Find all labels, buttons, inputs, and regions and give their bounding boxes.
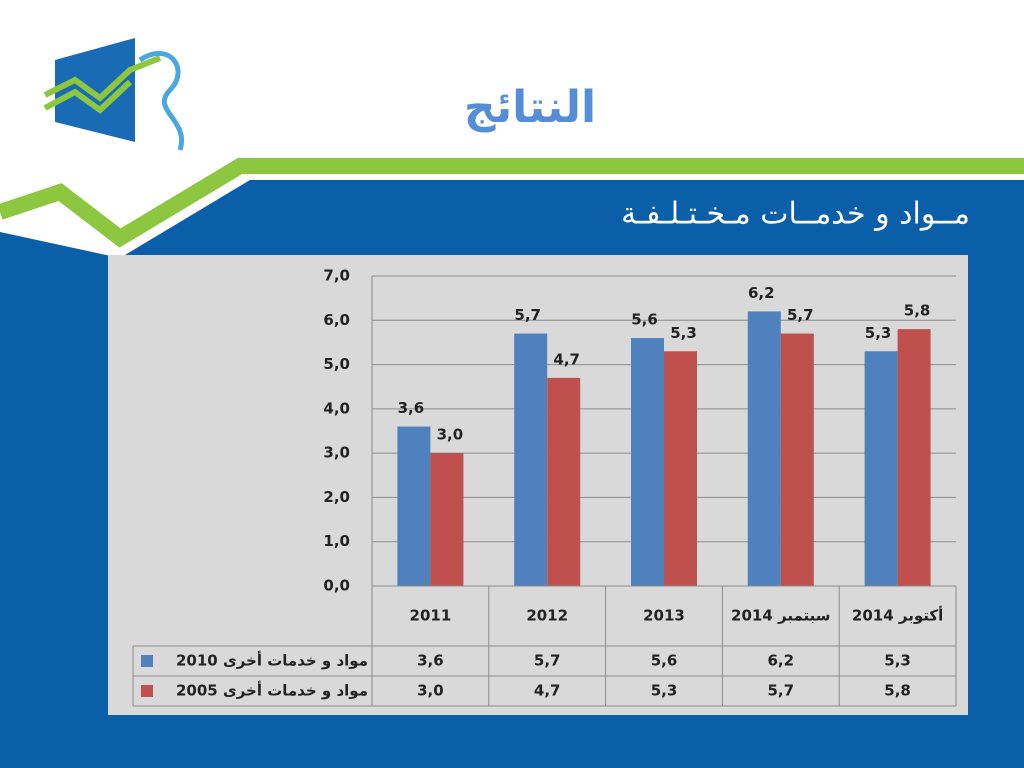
value-label: 5,3 xyxy=(670,324,697,342)
y-tick-label: 7,0 xyxy=(323,267,350,285)
y-tick-label: 5,0 xyxy=(323,355,350,373)
legend-label: مواد و خدمات أخرى 2010 xyxy=(176,651,368,670)
legend-swatch xyxy=(141,685,153,697)
y-tick-label: 0,0 xyxy=(323,577,350,595)
legend-label: مواد و خدمات أخرى 2005 xyxy=(176,681,368,700)
bar xyxy=(864,351,898,586)
x-tick-label: سبتمبر 2014 xyxy=(731,607,830,625)
value-label: 5,7 xyxy=(514,306,541,324)
value-label: 3,6 xyxy=(398,399,425,417)
slide-title: النتائج xyxy=(464,82,596,133)
bar xyxy=(514,333,548,586)
table-cell: 3,6 xyxy=(417,652,444,670)
table-cell: 6,2 xyxy=(768,652,795,670)
table-cell: 5,7 xyxy=(534,652,561,670)
x-tick-label: 2013 xyxy=(643,607,685,625)
value-label: 3,0 xyxy=(437,426,464,444)
value-label: 5,8 xyxy=(904,302,931,320)
y-tick-label: 3,0 xyxy=(323,444,350,462)
table-cell: 4,7 xyxy=(534,682,561,700)
bar xyxy=(631,338,664,586)
slide-subtitle: مــواد و خدمــات مـخـتـلـفـة xyxy=(621,197,970,232)
green-stripe xyxy=(0,158,1024,248)
value-label: 5,3 xyxy=(865,324,892,342)
y-tick-label: 1,0 xyxy=(323,532,350,550)
value-label: 5,7 xyxy=(787,306,814,324)
table-cell: 5,7 xyxy=(768,682,795,700)
bar xyxy=(664,351,697,586)
value-label: 5,6 xyxy=(631,311,658,329)
bar xyxy=(430,453,464,586)
x-tick-label: 2012 xyxy=(526,607,568,625)
chart: 0,0 1,0 2,0 3,0 4,0 5,0 6,0 7,0 3,6 5,7 5,6 6,2 5,3 3… xyxy=(132,267,957,707)
logo xyxy=(43,38,185,151)
bar xyxy=(547,377,581,586)
value-label: 4,7 xyxy=(553,350,580,368)
bar xyxy=(397,426,431,586)
y-tick-label: 6,0 xyxy=(323,311,350,329)
table-cell: 5,8 xyxy=(884,682,911,700)
legend-swatch xyxy=(141,655,153,667)
x-tick-label: 2011 xyxy=(410,607,452,625)
table-cell: 3,0 xyxy=(417,682,444,700)
table-cell: 5,3 xyxy=(884,652,911,670)
value-label: 6,2 xyxy=(748,284,775,302)
bar xyxy=(897,329,931,586)
bar xyxy=(780,333,814,586)
table-cell: 5,3 xyxy=(651,682,678,700)
table-cell: 5,6 xyxy=(651,652,678,670)
y-tick-label: 4,0 xyxy=(323,399,350,417)
y-tick-label: 2,0 xyxy=(323,488,350,506)
x-tick-label: أكتوبر 2014 xyxy=(852,606,943,625)
bar xyxy=(747,311,781,586)
